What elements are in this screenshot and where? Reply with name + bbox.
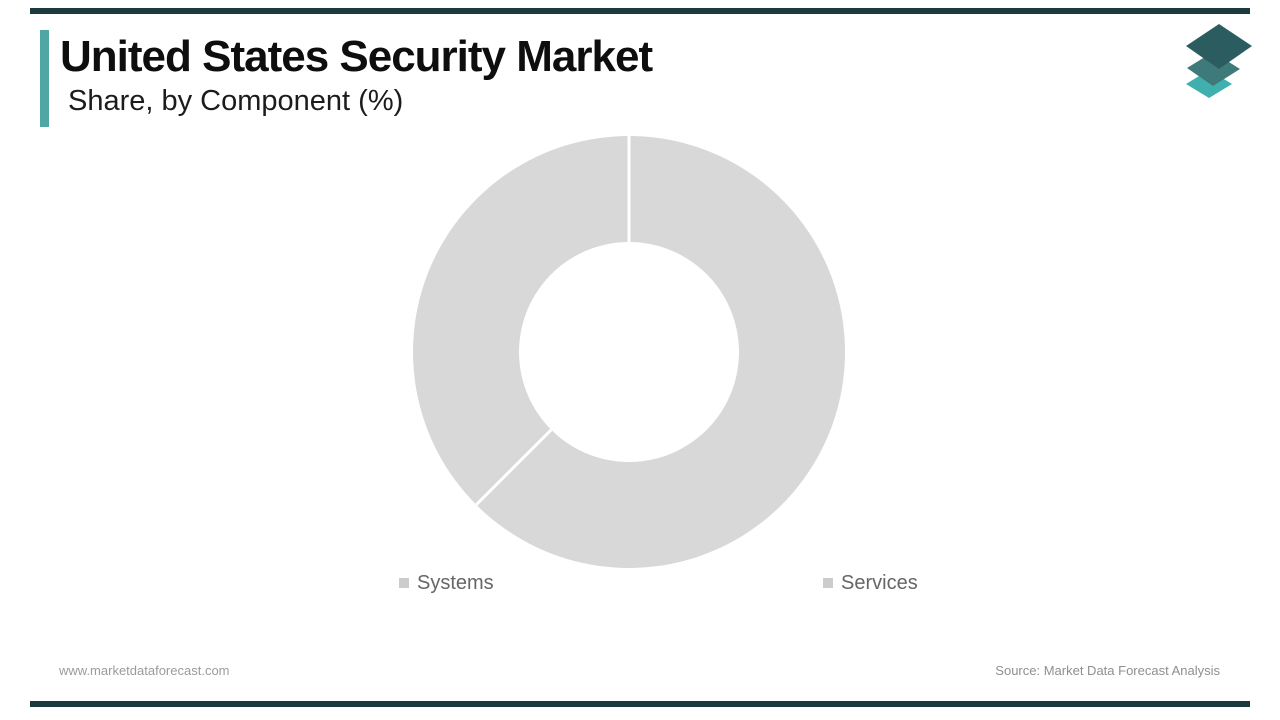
donut-slice-divider (475, 428, 553, 506)
donut-chart-area (412, 135, 846, 569)
title-accent-bar (40, 30, 49, 127)
page-title: United States Security Market (60, 32, 653, 81)
logo-diamond-top-icon (1186, 24, 1252, 69)
page-subtitle: Share, by Component (%) (68, 85, 404, 117)
legend-item-services[interactable]: Services (823, 571, 918, 595)
footer-website-link[interactable]: www.marketdataforecast.com (59, 663, 230, 678)
legend-marker-services-icon (823, 578, 833, 588)
top-frame-bar (30, 8, 1250, 14)
legend-item-systems[interactable]: Systems (399, 571, 494, 595)
legend-marker-systems-icon (399, 578, 409, 588)
logo-diamond-middle-icon (1187, 52, 1240, 86)
bottom-frame-bar (30, 701, 1250, 707)
legend-label-services: Services (841, 571, 918, 594)
donut-chart[interactable] (412, 135, 846, 569)
footer-source-text: Source: Market Data Forecast Analysis (995, 663, 1220, 678)
legend-label-systems: Systems (417, 571, 494, 594)
market-data-forecast-logo (1186, 24, 1252, 98)
donut-slice-systems[interactable] (476, 136, 845, 568)
donut-slice-services[interactable] (413, 136, 629, 505)
